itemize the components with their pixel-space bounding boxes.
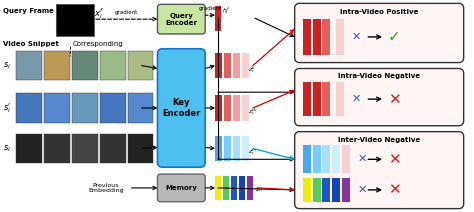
- Text: ✕: ✕: [357, 185, 367, 195]
- Bar: [44, 51, 70, 80]
- Bar: [215, 6, 221, 31]
- Text: Corresponding: Corresponding: [73, 41, 124, 47]
- Bar: [224, 53, 231, 78]
- Bar: [72, 51, 98, 80]
- Bar: [239, 176, 245, 200]
- Text: gradient: gradient: [199, 6, 222, 11]
- Bar: [215, 95, 222, 121]
- FancyBboxPatch shape: [157, 4, 205, 34]
- Bar: [128, 93, 154, 123]
- Bar: [69, 4, 81, 20]
- Text: gradient: gradient: [115, 10, 138, 15]
- Bar: [16, 93, 42, 123]
- Bar: [223, 176, 229, 200]
- Bar: [312, 19, 320, 55]
- Bar: [81, 20, 94, 36]
- Text: $z_n$: $z_n$: [255, 186, 263, 194]
- Text: Query Frame: Query Frame: [3, 8, 54, 14]
- Bar: [242, 53, 249, 78]
- Text: ✕: ✕: [352, 32, 361, 42]
- Bar: [302, 145, 310, 173]
- Bar: [16, 134, 42, 163]
- Bar: [100, 134, 126, 163]
- Text: $s_i'$: $s_i'$: [3, 101, 12, 115]
- Bar: [322, 82, 330, 116]
- Text: ✓: ✓: [388, 29, 401, 45]
- Bar: [322, 145, 330, 173]
- Text: Video Snippet: Video Snippet: [3, 41, 59, 47]
- Text: $s_i$: $s_i$: [3, 60, 11, 71]
- Bar: [56, 4, 94, 36]
- Bar: [44, 93, 70, 123]
- Text: ✕: ✕: [388, 182, 401, 197]
- Bar: [233, 53, 240, 78]
- Text: ✕: ✕: [357, 154, 367, 164]
- Text: Inter-Video Negative: Inter-Video Negative: [338, 137, 420, 143]
- Bar: [302, 82, 310, 116]
- Bar: [224, 136, 231, 161]
- Text: $h_i^f$: $h_i^f$: [222, 5, 230, 16]
- Bar: [332, 145, 340, 173]
- Bar: [337, 82, 345, 116]
- Text: $z_i^m$: $z_i^m$: [248, 148, 257, 157]
- Bar: [312, 178, 320, 202]
- Bar: [233, 136, 240, 161]
- FancyBboxPatch shape: [157, 174, 205, 202]
- Text: $s_l$: $s_l$: [3, 143, 11, 154]
- Text: Previous
Embedding: Previous Embedding: [88, 183, 124, 193]
- Text: ✕: ✕: [352, 94, 361, 104]
- Bar: [56, 4, 94, 36]
- Bar: [72, 134, 98, 163]
- Bar: [56, 20, 69, 36]
- Bar: [242, 95, 249, 121]
- Bar: [233, 95, 240, 121]
- Bar: [342, 178, 350, 202]
- Bar: [322, 19, 330, 55]
- Bar: [322, 178, 330, 202]
- Text: $x_i^f$: $x_i^f$: [94, 6, 104, 21]
- Bar: [302, 19, 310, 55]
- Bar: [332, 178, 340, 202]
- Bar: [231, 176, 237, 200]
- Bar: [224, 95, 231, 121]
- Text: $z_i^{rk}$: $z_i^{rk}$: [248, 106, 258, 117]
- Bar: [215, 53, 222, 78]
- Bar: [302, 178, 310, 202]
- Bar: [215, 136, 222, 161]
- FancyBboxPatch shape: [295, 3, 464, 63]
- Bar: [312, 82, 320, 116]
- Bar: [247, 176, 253, 200]
- FancyBboxPatch shape: [295, 68, 464, 126]
- FancyBboxPatch shape: [295, 132, 464, 209]
- Text: Key
Encoder: Key Encoder: [162, 98, 201, 118]
- Text: Intra-Video Negative: Intra-Video Negative: [338, 73, 420, 80]
- Bar: [16, 51, 42, 80]
- Bar: [81, 4, 94, 20]
- Bar: [72, 93, 98, 123]
- Text: Memory: Memory: [165, 185, 197, 191]
- Text: ✕: ✕: [388, 152, 401, 167]
- Bar: [128, 51, 154, 80]
- Bar: [215, 176, 221, 200]
- Bar: [312, 145, 320, 173]
- Bar: [337, 19, 345, 55]
- Text: $z_i^k$: $z_i^k$: [248, 64, 256, 75]
- Bar: [342, 145, 350, 173]
- Bar: [44, 134, 70, 163]
- Bar: [56, 4, 69, 20]
- Bar: [242, 136, 249, 161]
- Bar: [128, 134, 154, 163]
- Bar: [100, 51, 126, 80]
- Text: Intra-Video Positive: Intra-Video Positive: [340, 9, 419, 15]
- Text: ✕: ✕: [388, 92, 401, 107]
- FancyBboxPatch shape: [157, 49, 205, 167]
- Bar: [69, 20, 81, 36]
- Bar: [100, 93, 126, 123]
- Text: Query
Encoder: Query Encoder: [165, 13, 197, 26]
